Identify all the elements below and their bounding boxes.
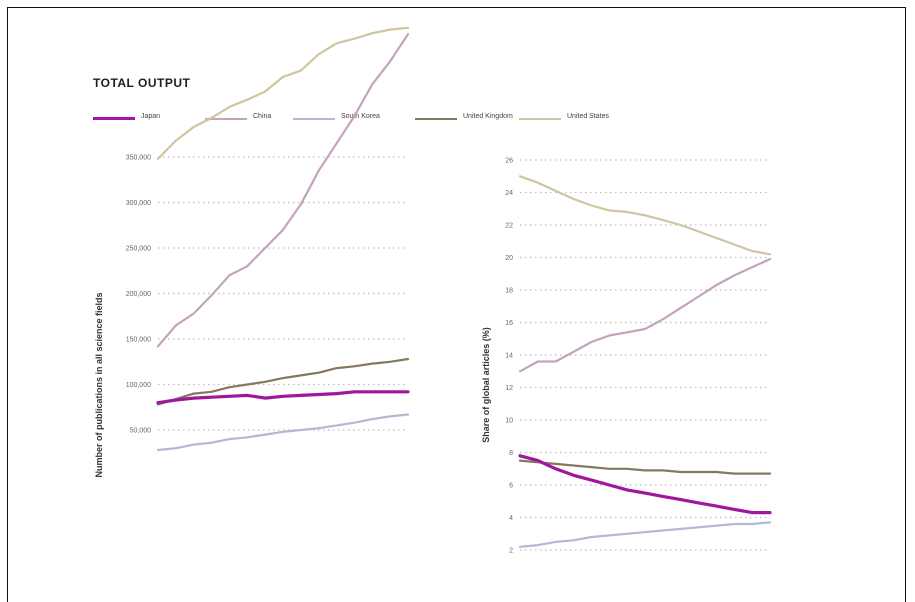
series-line-south-korea — [518, 521, 772, 548]
y-tick-label: 150,000 — [126, 337, 151, 344]
chart-panel-1: 50,000 100,000 150,000 200,000 250,000 300,00… — [94, 26, 410, 478]
legend-swatch — [205, 118, 247, 120]
y-tick-label: 6 — [509, 483, 513, 490]
series-line-united-states — [518, 175, 772, 256]
series-line-united-kingdom — [156, 357, 410, 406]
y-tick-label: 24 — [505, 190, 513, 197]
legend-swatch — [415, 118, 457, 120]
legend-swatch — [93, 117, 135, 120]
y-tick-label: 18 — [505, 288, 513, 295]
y-tick-label: 26 — [505, 158, 513, 165]
series-line-united-kingdom — [518, 459, 772, 475]
y-tick-label: 14 — [505, 353, 513, 360]
legend-label: Japan — [141, 113, 161, 120]
y-tick-label: 200,000 — [126, 291, 151, 298]
y-tick-label: 300,000 — [126, 200, 151, 207]
y-tick-label: 50,000 — [130, 428, 152, 435]
series-line-japan — [156, 390, 410, 405]
y-tick-label: 10 — [505, 418, 513, 425]
y-tick-label: 16 — [505, 320, 513, 327]
y-tick-label: 100,000 — [126, 382, 151, 389]
y-tick-label: 12 — [505, 385, 513, 392]
y-tick-label: 2 — [509, 548, 513, 555]
y-axis-title: Number of publications in all science fi… — [94, 292, 104, 477]
y-tick-label: 4 — [509, 515, 513, 522]
series-line-japan — [518, 454, 772, 515]
figure-frame — [7, 7, 906, 602]
series-line-south-korea — [156, 413, 410, 452]
y-axis-title: Share of global articles (%) — [481, 327, 491, 443]
legend-swatch — [293, 118, 335, 120]
y-tick-label: 350,000 — [126, 155, 151, 162]
y-tick-label: 250,000 — [126, 246, 151, 253]
legend-label: United Kingdom — [463, 113, 513, 120]
legend-swatch — [519, 118, 561, 120]
legend-label: China — [253, 113, 272, 120]
y-tick-label: 20 — [505, 255, 513, 262]
chart-title: TOTAL OUTPUT — [93, 76, 191, 90]
series-line-china — [156, 33, 410, 348]
series-line-china — [518, 258, 772, 373]
legend-label: United States — [567, 113, 610, 120]
series-line-united-states — [156, 26, 410, 160]
legend-label: South Korea — [341, 113, 380, 120]
y-tick-label: 22 — [505, 223, 513, 230]
y-tick-label: 8 — [509, 450, 513, 457]
